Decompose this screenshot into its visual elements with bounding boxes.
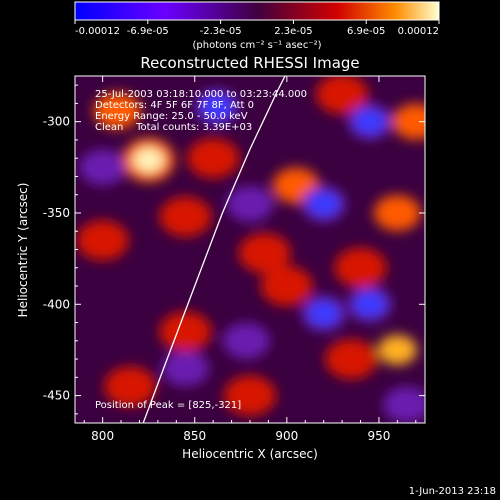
chart-title: Reconstructed RHESSI Image	[140, 54, 359, 72]
annotation-detectors: Detectors: 4F 5F 6F 7F 8F, Att 0	[95, 100, 254, 111]
colorbar-tick-label-1: -6.9e-05	[127, 26, 169, 37]
heatmap-blob-4	[187, 138, 240, 179]
annotation-energy: Energy Range: 25.0 - 50.0 keV	[95, 111, 248, 122]
y-axis-label: Heliocentric Y (arcsec)	[16, 183, 30, 318]
colorbar-tick-label-0: -0.00012	[75, 26, 120, 37]
y-tick-label-0: -300	[43, 115, 70, 129]
colorbar-tick-label-4: 6.9e-05	[347, 26, 385, 37]
heatmap-blob-26	[383, 386, 425, 423]
heatmap-blob-11	[377, 334, 417, 365]
heatmap-blob-25	[226, 185, 274, 222]
colorbar-tick-label-5: 0.00012	[398, 26, 439, 37]
heatmap-blob-7	[392, 103, 425, 140]
heatmap-blob-21	[306, 300, 341, 327]
colorbar-tick-label-2: -2.3e-05	[200, 26, 242, 37]
heatmap-blob-24	[79, 149, 127, 186]
footer-date: 1-Jun-2013 23:18	[409, 486, 496, 497]
heatmap-blob-13	[224, 375, 276, 416]
x-tick-label-1: 850	[183, 429, 206, 443]
heatmap-blob-17	[199, 94, 234, 121]
heatmap-blob-10	[325, 339, 378, 380]
x-tick-label-2: 900	[275, 429, 298, 443]
colorbar-ticks: -0.00012 -6.9e-05 -2.3e-05 2.3e-05 6.9e-05 0.…	[74, 20, 440, 37]
heatmap-blob-0	[134, 149, 163, 172]
solar-limb-curve	[142, 76, 286, 423]
annotation-time: 25-Jul-2003 03:18:10.000 to 03:23:44.000	[95, 89, 307, 100]
heatmap-blob-1	[93, 92, 141, 129]
heatmap-blob-22	[162, 350, 209, 387]
annotation-counts: Clean Total counts: 3.39E+03	[95, 122, 252, 133]
heatmap-blobs	[76, 76, 425, 423]
heatmap-blob-20	[352, 291, 387, 318]
colorbar-tick-label-3: 2.3e-05	[274, 26, 312, 37]
heatmap-blob-16	[238, 233, 291, 274]
heatmap-blob-3	[159, 196, 212, 237]
y-tick-label-1: -350	[43, 206, 70, 220]
y-tick-label-3: -450	[43, 389, 70, 403]
colorbar	[74, 1, 440, 21]
heatmap-blob-2	[76, 220, 129, 261]
heatmap-blob-23	[222, 322, 270, 359]
x-tick-label-3: 950	[367, 429, 390, 443]
heatmap-blob-19	[306, 190, 341, 217]
colorbar-unit-label: (photons cm⁻² s⁻¹ asec⁻²)	[192, 40, 321, 51]
x-tick-label-0: 800	[91, 429, 114, 443]
heatmap-blob-18	[352, 108, 387, 135]
x-axis-label: Heliocentric X (arcsec)	[182, 447, 318, 461]
heatmap-blob-6	[316, 76, 369, 115]
heatmap-blob-8	[373, 194, 421, 231]
heatmap-blob-14	[159, 311, 212, 352]
heatmap-blob-12	[260, 266, 313, 307]
peak-position-label: Position of Peak = [825,-321]	[95, 400, 241, 411]
y-tick-label-2: -400	[43, 297, 70, 311]
heatmap-blob-9	[334, 247, 387, 288]
axes: 800 850 900 950 -300 -350 -400 -450	[43, 76, 425, 443]
heatmap-blob-15	[104, 366, 157, 407]
